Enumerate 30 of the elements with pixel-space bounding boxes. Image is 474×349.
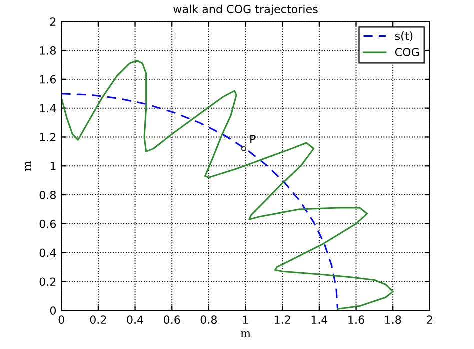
y-tick-label: 2 (50, 18, 56, 26)
y-tick-label: 0.4 (40, 248, 56, 258)
y-tick-label: 0.2 (40, 278, 56, 286)
y-tick-label: 1.6 (40, 75, 56, 84)
x-axis-title: m (240, 332, 251, 338)
y-tick-label: 1.8 (40, 46, 56, 55)
y-axis-title: m (25, 161, 32, 171)
x-tick-label: 2 (427, 316, 432, 324)
chart-title: walk and COG trajectories (174, 4, 318, 16)
x-tick-label: 0.2 (90, 316, 106, 324)
line-series (62, 93, 339, 311)
x-tick-label: 1.8 (385, 316, 402, 324)
x-tick-label: 1.6 (348, 316, 364, 324)
x-tick-label: 0 (58, 316, 64, 324)
x-tick-label: 1 (243, 316, 248, 324)
x-tick-label: 0.4 (127, 316, 144, 324)
y-tick-label: 1 (50, 162, 56, 170)
legend-label: COG (395, 48, 420, 57)
y-tick-label: 1.4 (40, 104, 56, 113)
legend-label: s(t) (395, 32, 413, 42)
x-tick-label: 1.2 (274, 316, 290, 324)
y-tick-label: 0.6 (40, 220, 56, 228)
x-tick-label: 0.6 (164, 316, 180, 324)
y-tick-label: 0.8 (40, 190, 56, 200)
y-tick-label: 1.2 (40, 133, 56, 142)
x-tick-label: 1.4 (312, 316, 328, 324)
y-tick-label: 0 (50, 306, 56, 315)
line-series (62, 60, 394, 310)
x-tick-label: 0.8 (200, 316, 218, 324)
annotation: P (250, 135, 256, 144)
